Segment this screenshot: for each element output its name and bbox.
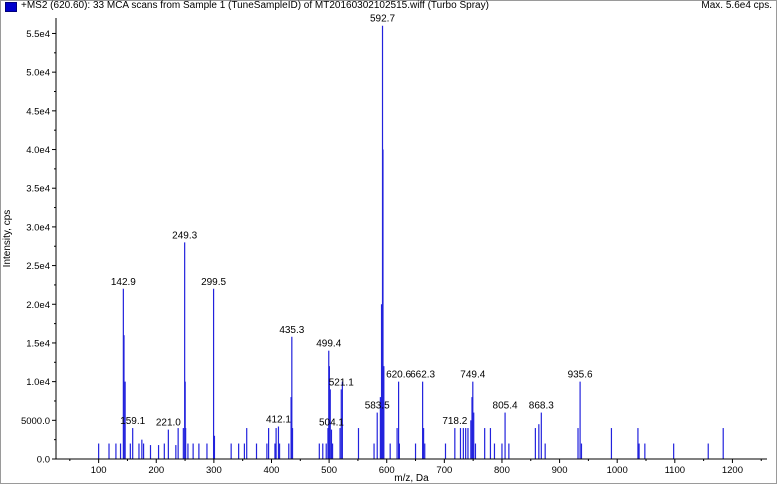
y-tick-label: 5000.0	[21, 416, 50, 427]
peak-label: 749.4	[460, 370, 485, 381]
chart-title: +MS2 (620.60): 33 MCA scans from Sample …	[21, 0, 489, 11]
peak-label: 435.3	[279, 325, 304, 336]
x-tick-label: 900	[552, 465, 568, 476]
peak-label: 499.4	[316, 339, 341, 350]
peak-label: 249.3	[172, 230, 197, 241]
x-tick-label: 1000	[607, 465, 628, 476]
y-tick-label: 1.5e4	[26, 338, 50, 349]
y-tick-label: 4.5e4	[26, 106, 50, 117]
y-tick-label: 3.0e4	[26, 222, 50, 233]
peak-label: 504.1	[319, 418, 344, 429]
peak-label: 142.9	[111, 277, 136, 288]
chart-header: +MS2 (620.60): 33 MCA scans from Sample …	[0, 0, 777, 14]
y-axis-label: Intensity, cps	[2, 210, 13, 268]
x-tick-label: 200	[148, 465, 164, 476]
y-tick-label: 1.0e4	[26, 377, 50, 388]
peak-label: 521.1	[329, 377, 354, 388]
peak-label: 805.4	[493, 401, 518, 412]
y-tick-label: 2.0e4	[26, 300, 50, 311]
x-tick-label: 700	[436, 465, 452, 476]
y-tick-label: 3.5e4	[26, 184, 50, 195]
peak-label: 662.3	[410, 370, 435, 381]
peak-label: 299.5	[201, 277, 226, 288]
y-tick-label: 2.5e4	[26, 261, 50, 272]
x-tick-label: 500	[321, 465, 337, 476]
y-tick-label: 4.0e4	[26, 145, 50, 156]
y-tick-label: 5.0e4	[26, 68, 50, 79]
x-tick-label: 100	[91, 465, 107, 476]
x-tick-label: 300	[206, 465, 222, 476]
peak-label: 718.2	[442, 416, 467, 427]
peak-label: 868.3	[529, 401, 554, 412]
peak-label: 935.6	[568, 370, 593, 381]
peak-label: 412.1	[266, 415, 291, 426]
x-tick-label: 600	[379, 465, 395, 476]
x-tick-label: 400	[264, 465, 280, 476]
peak-label: 221.0	[156, 418, 181, 429]
peak-label: 159.1	[120, 416, 145, 427]
peak-label: 620.6	[386, 370, 411, 381]
y-tick-label: 0.0	[37, 455, 50, 466]
y-tick-label: 5.5e4	[26, 29, 50, 40]
x-tick-label: 800	[494, 465, 510, 476]
peak-label: 592.7	[370, 14, 395, 25]
x-tick-label: 1100	[665, 465, 685, 476]
x-axis-label: m/z, Da	[394, 473, 429, 484]
x-tick-label: 1200	[722, 465, 743, 476]
legend-swatch	[5, 2, 17, 12]
max-intensity-label: Max. 5.6e4 cps.	[701, 0, 772, 11]
peak-label: 583.5	[365, 401, 390, 412]
